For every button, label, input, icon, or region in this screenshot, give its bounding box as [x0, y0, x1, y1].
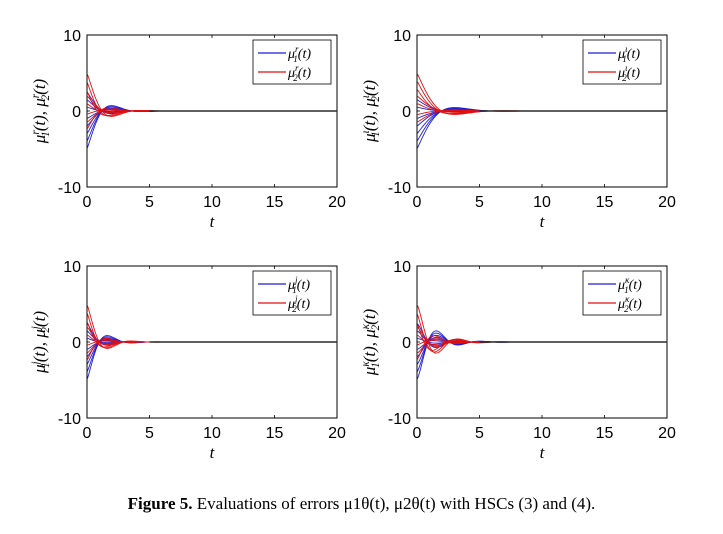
legend-box	[582, 39, 662, 85]
x-tick-label: 20	[658, 194, 676, 211]
legend-label-1: μκ 1(t)	[617, 275, 642, 295]
x-tick-label: 0	[413, 194, 422, 211]
figure-caption-label: Figure 5.	[127, 494, 193, 513]
x-tick-label: 10	[533, 425, 551, 442]
legend-label-2: μr 2(t)	[287, 63, 311, 83]
legend-label-2: μj 2(t)	[287, 294, 310, 314]
x-tick-label: 5	[145, 194, 154, 211]
y-tick-label: -10	[58, 180, 81, 197]
y-tick-label: 10	[63, 259, 81, 276]
y-axis-label: μι1(t), μι2(t)	[360, 80, 382, 143]
y-axis-label-text: μι1(t), μι2(t)	[360, 80, 382, 143]
figure-caption-text: Evaluations of errors μ1θ(t), μ2θ(t) wit…	[196, 494, 596, 513]
y-axis-label-text: μr1(t), μr2(t)	[30, 78, 52, 144]
y-tick-label: -10	[58, 411, 81, 428]
y-axis-label-text: μκ1(t), μκ2(t)	[360, 308, 382, 376]
y-axis-label: μκ1(t), μκ2(t)	[360, 308, 382, 376]
figure-caption: Figure 5. Evaluations of errors μ1θ(t), …	[0, 494, 723, 514]
x-tick-label: 15	[266, 425, 284, 442]
x-axis-label: t	[210, 443, 216, 462]
series-lines	[417, 303, 667, 381]
y-tick-label: -10	[388, 180, 411, 197]
legend-box	[252, 39, 332, 85]
x-tick-label: 0	[413, 425, 422, 442]
series-lines	[417, 72, 667, 150]
x-tick-label: 10	[203, 194, 221, 211]
y-axis-label: μj1(t), μj2(t)	[30, 311, 52, 374]
x-tick-label: 20	[658, 425, 676, 442]
series-lines	[87, 72, 337, 150]
legend-label-2: μι 2(t)	[617, 63, 640, 83]
y-axis-label: μr1(t), μr2(t)	[30, 78, 52, 144]
y-tick-label: 0	[402, 335, 411, 352]
legend-box	[582, 270, 662, 316]
y-tick-label: 10	[393, 259, 411, 276]
x-tick-label: 5	[475, 194, 484, 211]
x-axis-label: t	[210, 212, 216, 231]
x-tick-label: 5	[145, 425, 154, 442]
y-tick-label: 0	[72, 335, 81, 352]
x-tick-label: 5	[475, 425, 484, 442]
legend-label-1: μj 1(t)	[287, 275, 310, 295]
legend-label-2: μκ 2(t)	[617, 294, 642, 314]
y-tick-label: 0	[402, 104, 411, 121]
x-tick-label: 15	[596, 425, 614, 442]
x-tick-label: 0	[83, 425, 92, 442]
x-tick-label: 15	[596, 194, 614, 211]
x-tick-label: 0	[83, 194, 92, 211]
series-lines	[87, 303, 337, 381]
x-tick-label: 20	[328, 425, 346, 442]
y-tick-label: -10	[388, 411, 411, 428]
x-tick-label: 20	[328, 194, 346, 211]
y-axis-label-text: μj1(t), μj2(t)	[30, 311, 52, 374]
x-axis-label: t	[540, 443, 546, 462]
y-tick-label: 10	[63, 28, 81, 45]
legend-label-1: μr 1(t)	[287, 44, 311, 64]
legend-label-1: μι 1(t)	[617, 44, 640, 64]
x-tick-label: 10	[533, 194, 551, 211]
x-axis-label: t	[540, 212, 546, 231]
x-tick-label: 15	[266, 194, 284, 211]
y-tick-label: 0	[72, 104, 81, 121]
legend-box	[252, 270, 332, 316]
y-tick-label: 10	[393, 28, 411, 45]
x-tick-label: 10	[203, 425, 221, 442]
